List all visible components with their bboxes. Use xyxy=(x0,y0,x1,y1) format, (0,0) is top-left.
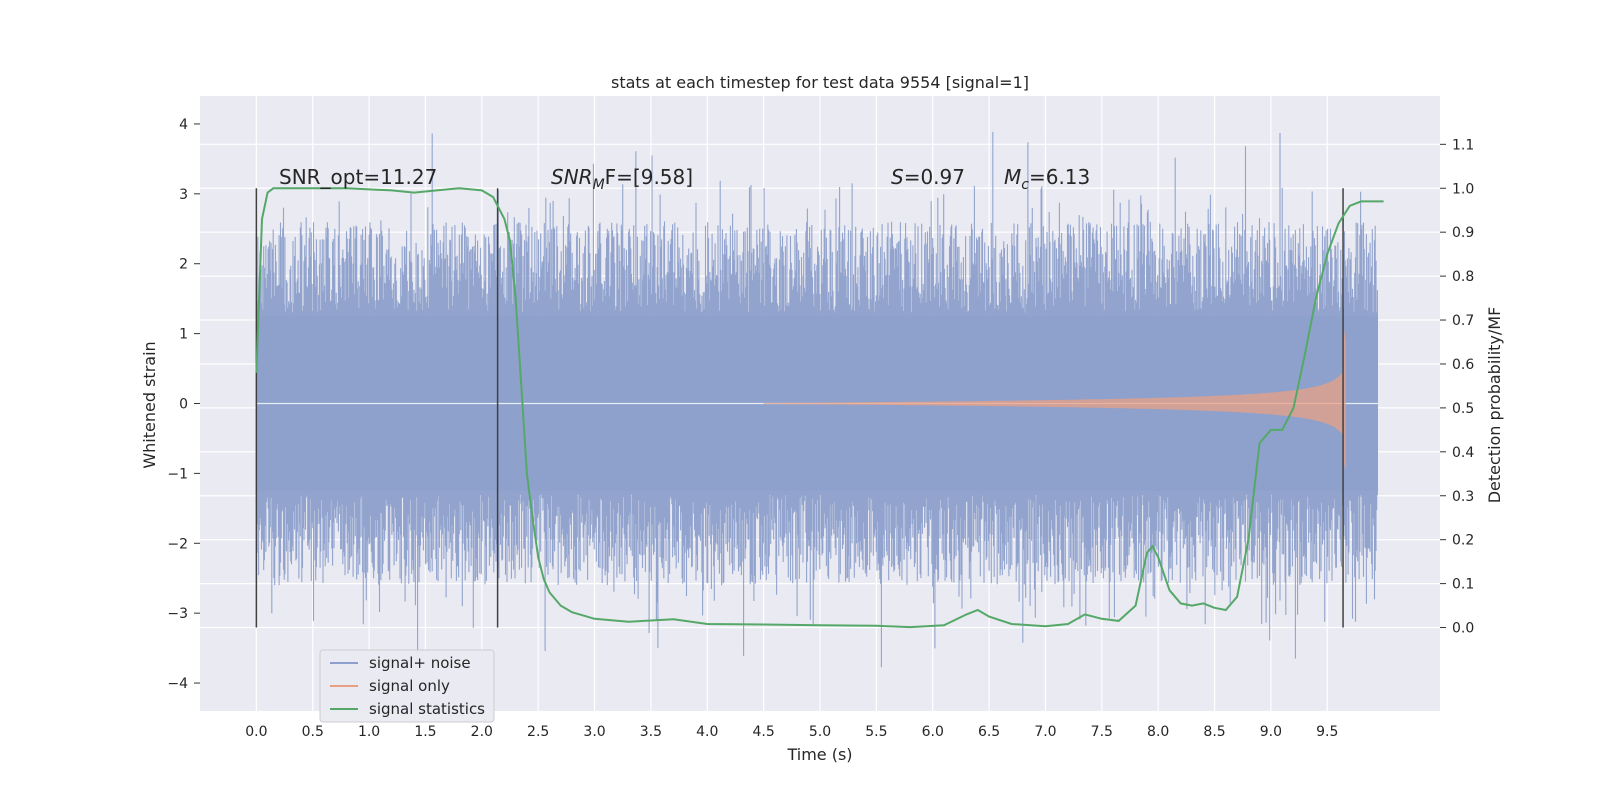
y-tick-label: 0 xyxy=(179,397,188,413)
x-tick-label: 4.0 xyxy=(696,724,718,740)
y-tick-label: 1 xyxy=(179,327,188,343)
x-tick-label: 9.0 xyxy=(1260,724,1282,740)
x-tick-label: 5.0 xyxy=(809,724,831,740)
signal-statistics-series xyxy=(255,187,1384,629)
x-axis-ticks: 0.0 0.5 1.0 1.5 2.0 2.5 3.0 3.5 4.0 4.5 5.0 5.5 6.0 6… xyxy=(245,724,1338,740)
x-tick-label: 2.5 xyxy=(527,724,549,740)
legend-box xyxy=(319,649,495,723)
x-tick-label: 5.5 xyxy=(865,724,887,740)
y-tick-label: −1 xyxy=(167,466,188,482)
x-axis-label: Time (s) xyxy=(786,745,852,764)
y2-tick-label: 0.4 xyxy=(1452,445,1474,461)
x-tick-label: 0.0 xyxy=(245,724,267,740)
mc-value: =6.13 xyxy=(1029,165,1090,189)
chirp-envelope xyxy=(763,326,1346,469)
legend: signal+ noise signal only signal statist… xyxy=(319,649,495,723)
x-tick-label: 4.5 xyxy=(753,724,775,740)
y-tick-label: 3 xyxy=(179,187,188,203)
y-axis-ticks: −4 −3 −2 −1 0 1 2 3 4 xyxy=(167,117,200,692)
annotation-snr-mf: SNRMF=[9.58] xyxy=(551,165,693,193)
legend-label-stats: signal statistics xyxy=(369,700,485,718)
snr-mf-value: F=[9.58] xyxy=(605,165,693,189)
y2-tick-label: 0.9 xyxy=(1452,225,1474,241)
x-tick-label: 3.5 xyxy=(640,724,662,740)
x-tick-label: 6.5 xyxy=(978,724,1000,740)
y-tick-label: −2 xyxy=(167,536,188,552)
snr-mf-symbol: SNR xyxy=(551,165,593,189)
y2-tick-label: 0.5 xyxy=(1452,401,1474,417)
y-tick-label: −3 xyxy=(167,606,188,622)
vertical-markers xyxy=(255,188,1344,628)
snr-mf-subscript: M xyxy=(593,177,605,193)
mc-subscript: c xyxy=(1021,177,1029,193)
y2-tick-label: 0.3 xyxy=(1452,489,1474,505)
x-tick-label: 1.5 xyxy=(414,724,436,740)
x-tick-label: 1.0 xyxy=(358,724,380,740)
y2-tick-label: 0.8 xyxy=(1452,269,1474,285)
x-tick-label: 8.5 xyxy=(1203,724,1225,740)
annotation-s: S=0.97 xyxy=(891,165,965,189)
signal-only-series xyxy=(763,326,1346,469)
x-tick-label: 6.0 xyxy=(922,724,944,740)
y2-tick-label: 0.6 xyxy=(1452,357,1474,373)
chart-title: stats at each timestep for test data 955… xyxy=(611,73,1029,92)
x-tick-label: 7.0 xyxy=(1034,724,1056,740)
x-tick-label: 8.0 xyxy=(1147,724,1169,740)
y2-tick-label: 0.2 xyxy=(1452,533,1474,549)
mc-symbol: M xyxy=(1004,165,1021,189)
x-tick-label: 3.0 xyxy=(583,724,605,740)
x-tick-label: 7.5 xyxy=(1091,724,1113,740)
legend-label-noise: signal+ noise xyxy=(369,654,471,672)
y2-tick-label: 1.1 xyxy=(1452,137,1474,153)
s-symbol: S xyxy=(891,165,904,189)
x-tick-label: 2.0 xyxy=(471,724,493,740)
y2-axis-label: Detection probability/MF xyxy=(1485,307,1504,504)
x-tick-label: 0.5 xyxy=(302,724,324,740)
y2-tick-label: 1.0 xyxy=(1452,181,1474,197)
annotation-snr-opt: SNR_opt=11.27 xyxy=(279,165,437,189)
x-tick-label: 9.5 xyxy=(1316,724,1338,740)
stats-line xyxy=(255,187,1384,629)
annotation-mc: Mc=6.13 xyxy=(1004,165,1090,193)
y-tick-label: 4 xyxy=(179,117,188,133)
y-axis-label: Whitened strain xyxy=(140,341,159,468)
y2-tick-label: 0.1 xyxy=(1452,577,1474,593)
s-value: =0.97 xyxy=(904,165,965,189)
y2-axis-ticks: 0.0 0.1 0.2 0.3 0.4 0.5 0.6 0.7 0.8 0.9 1.0 1.1 xyxy=(1440,137,1474,637)
legend-label-signal: signal only xyxy=(369,677,450,695)
y-tick-label: −4 xyxy=(167,676,188,692)
y2-tick-label: 0.0 xyxy=(1452,621,1474,637)
y2-tick-label: 0.7 xyxy=(1452,313,1474,329)
y-tick-label: 2 xyxy=(179,257,188,273)
